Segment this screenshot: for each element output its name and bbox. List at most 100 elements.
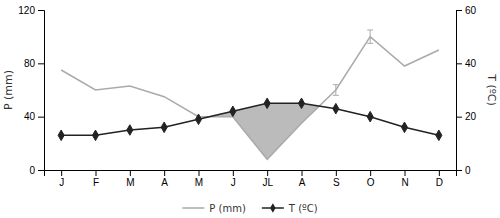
marker bbox=[298, 98, 304, 109]
axis-line bbox=[45, 171, 457, 177]
series-line bbox=[61, 37, 439, 160]
legend-item: T (ºC) bbox=[262, 203, 318, 214]
marker bbox=[367, 111, 373, 122]
chart: J F M A M J JL A S O N D 0 40 80 120 0 20 40 60 P (mm) T (ºC)… bbox=[0, 0, 500, 218]
marker bbox=[58, 130, 64, 141]
tick-label: S bbox=[333, 177, 340, 188]
legend-item: P (mm) bbox=[182, 203, 246, 214]
tick: D bbox=[436, 170, 443, 188]
y2-axis: 0 20 40 60 bbox=[456, 5, 477, 176]
error-bar-cap bbox=[333, 84, 339, 85]
tick-mark bbox=[456, 117, 462, 118]
axis-line bbox=[457, 11, 463, 171]
axis-line bbox=[38, 11, 45, 171]
tick: J bbox=[59, 170, 64, 188]
marker bbox=[264, 98, 270, 109]
tick-mark bbox=[302, 170, 303, 176]
tick-label: N bbox=[401, 177, 408, 188]
tick-mark bbox=[164, 170, 165, 176]
y-axis: 0 40 80 120 bbox=[18, 5, 44, 176]
tick-label: 40 bbox=[465, 58, 477, 69]
marker bbox=[195, 114, 201, 125]
error-bar-stem bbox=[335, 85, 336, 96]
legend-label: T (ºC) bbox=[288, 203, 318, 214]
tick: A bbox=[161, 170, 168, 188]
tick-label: JL bbox=[262, 177, 273, 188]
tick: 0 bbox=[456, 165, 471, 176]
tick-label: M bbox=[126, 177, 134, 188]
tick-mark bbox=[233, 170, 234, 176]
tick-label: 0 bbox=[465, 165, 471, 176]
tick: N bbox=[401, 170, 408, 188]
tick-label: F bbox=[93, 177, 99, 188]
tick-mark bbox=[130, 170, 131, 176]
tick: M bbox=[126, 170, 134, 188]
error-bar bbox=[367, 30, 373, 43]
error-bar bbox=[333, 85, 339, 96]
tick: 120 bbox=[18, 5, 44, 16]
error-bar-stem bbox=[370, 30, 371, 43]
series-line bbox=[61, 103, 439, 135]
tick-label: 120 bbox=[18, 5, 35, 16]
plot: J F M A M J JL A S O N D 0 40 80 120 0 20 40 60 bbox=[18, 5, 476, 188]
tick-label: A bbox=[299, 177, 306, 188]
tick: F bbox=[93, 170, 99, 188]
marker bbox=[230, 106, 236, 117]
tick-mark bbox=[96, 170, 97, 176]
legend: P (mm) T (ºC) bbox=[182, 203, 317, 214]
data-layer bbox=[58, 30, 442, 159]
x-axis: J F M A M J JL A S O N D bbox=[45, 170, 457, 188]
tick-label: J bbox=[231, 177, 236, 188]
tick: 40 bbox=[24, 111, 44, 122]
tick-label: 80 bbox=[24, 58, 36, 69]
y2-axis-title: T (ºC) bbox=[485, 73, 498, 106]
legend-swatch bbox=[182, 207, 204, 209]
marker bbox=[92, 130, 98, 141]
marker bbox=[401, 122, 407, 133]
marker bbox=[333, 103, 339, 114]
tick-label: 40 bbox=[24, 111, 36, 122]
tick: A bbox=[299, 170, 306, 188]
legend-label: P (mm) bbox=[209, 203, 246, 214]
tick-label: A bbox=[161, 177, 168, 188]
y-axis-title: P (mm) bbox=[2, 70, 15, 110]
tick: J bbox=[231, 170, 236, 188]
tick-mark bbox=[405, 170, 406, 176]
error-bar-cap bbox=[367, 30, 373, 31]
tick-mark bbox=[267, 170, 268, 176]
tick-label: M bbox=[195, 177, 203, 188]
tick-mark bbox=[38, 170, 44, 171]
tick-mark bbox=[38, 10, 44, 11]
deficit-area bbox=[210, 103, 319, 159]
tick: M bbox=[195, 170, 203, 188]
tick-mark bbox=[370, 170, 371, 176]
error-bar-cap bbox=[367, 43, 373, 44]
tick-mark bbox=[456, 63, 462, 64]
tick: 20 bbox=[456, 111, 477, 122]
marker bbox=[161, 122, 167, 133]
marker bbox=[127, 125, 133, 136]
tick-mark bbox=[456, 10, 462, 11]
tick-label: 0 bbox=[29, 165, 35, 176]
marker bbox=[436, 130, 442, 141]
tick-mark bbox=[61, 170, 62, 176]
tick-mark bbox=[38, 63, 44, 64]
tick-label: 60 bbox=[465, 5, 477, 16]
tick: JL bbox=[262, 170, 273, 188]
tick-mark bbox=[336, 170, 337, 176]
tick-mark bbox=[439, 170, 440, 176]
legend-marker bbox=[270, 203, 275, 212]
tick-mark bbox=[199, 170, 200, 176]
tick-label: 20 bbox=[465, 111, 477, 122]
tick-label: O bbox=[367, 177, 375, 188]
tick: S bbox=[333, 170, 340, 188]
tick: 0 bbox=[29, 165, 44, 176]
tick-mark bbox=[38, 117, 44, 118]
tick-label: J bbox=[59, 177, 64, 188]
tick-mark bbox=[456, 170, 462, 171]
tick: 80 bbox=[24, 58, 44, 69]
error-bar-cap bbox=[333, 95, 339, 96]
tick-label: D bbox=[436, 177, 443, 188]
tick: 60 bbox=[456, 5, 477, 16]
tick: O bbox=[367, 170, 375, 188]
